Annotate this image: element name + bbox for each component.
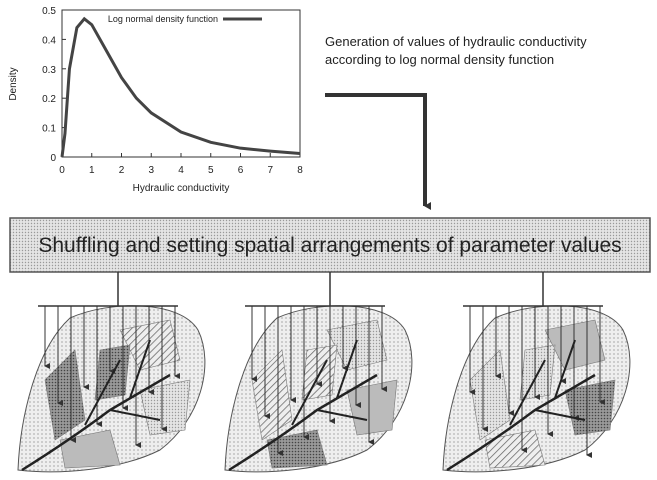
x-tick-label: 3 [148, 165, 154, 176]
y-axis-label: Density [8, 67, 19, 100]
zone [251, 349, 293, 441]
x-tick-label: 1 [89, 165, 95, 176]
density-chart: Density Hydraulic conductivity Log norma… [8, 6, 303, 194]
zone [44, 349, 86, 441]
x-axis-label: Hydraulic conductivity [133, 183, 230, 194]
y-tick-label: 0 [50, 153, 56, 164]
x-tick-label: 8 [297, 165, 303, 176]
river [228, 373, 378, 472]
x-tick-label: 2 [119, 165, 125, 176]
y-tick-label: 0.3 [42, 65, 56, 76]
river [291, 339, 368, 426]
zone [346, 379, 398, 436]
y-tick-label: 0.4 [42, 35, 56, 46]
plot-frame [61, 9, 301, 158]
density-line [60, 16, 301, 158]
flow-arrow [325, 93, 431, 210]
x-tick-label: 0 [59, 165, 65, 176]
zone [544, 319, 606, 371]
description-line: Generation of values of hydraulic conduc… [325, 34, 587, 49]
x-tick-label: 7 [267, 165, 273, 176]
legend-label: Log normal density function [108, 14, 218, 24]
y-tick-label: 0.1 [42, 124, 56, 135]
zone [469, 349, 511, 441]
river [509, 339, 586, 426]
x-tick-label: 6 [238, 165, 244, 176]
y-tick-label: 0.5 [42, 6, 56, 17]
zone [119, 319, 181, 371]
x-tick-label: 4 [178, 165, 184, 176]
river [21, 373, 171, 472]
zone [484, 429, 546, 469]
river [84, 339, 161, 426]
process-label: Shuffling and setting spatial arrangemen… [38, 234, 621, 257]
x-tick-label: 5 [208, 165, 214, 176]
river [446, 373, 596, 472]
zone [266, 429, 328, 469]
zone [326, 319, 388, 371]
zone [564, 379, 616, 436]
description-line: according to log normal density function [325, 52, 554, 67]
y-tick-label: 0.2 [42, 94, 56, 105]
catchments [17, 272, 631, 473]
